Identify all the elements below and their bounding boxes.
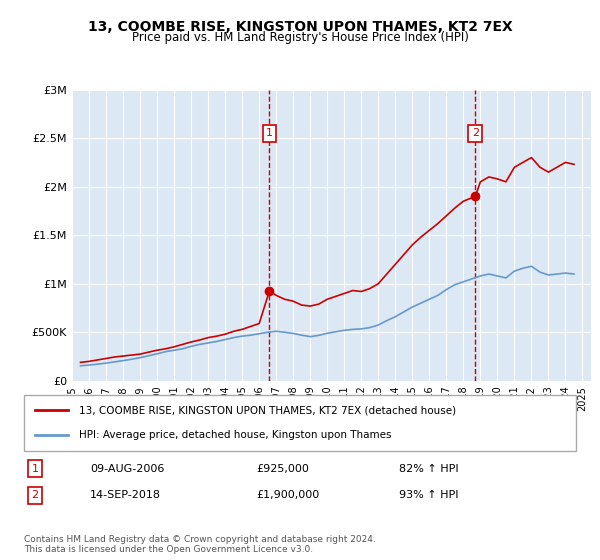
Text: 2: 2	[472, 128, 479, 138]
Text: 13, COOMBE RISE, KINGSTON UPON THAMES, KT2 7EX (detached house): 13, COOMBE RISE, KINGSTON UPON THAMES, K…	[79, 405, 457, 416]
Text: 1: 1	[32, 464, 38, 474]
Text: £1,900,000: £1,900,000	[256, 490, 319, 500]
Text: 2: 2	[31, 490, 38, 500]
Text: 1: 1	[266, 128, 273, 138]
Text: Contains HM Land Registry data © Crown copyright and database right 2024.
This d: Contains HM Land Registry data © Crown c…	[24, 535, 376, 554]
Text: HPI: Average price, detached house, Kingston upon Thames: HPI: Average price, detached house, King…	[79, 430, 392, 440]
Text: 14-SEP-2018: 14-SEP-2018	[90, 490, 161, 500]
Text: Price paid vs. HM Land Registry's House Price Index (HPI): Price paid vs. HM Land Registry's House …	[131, 31, 469, 44]
Text: £925,000: £925,000	[256, 464, 309, 474]
Text: 13, COOMBE RISE, KINGSTON UPON THAMES, KT2 7EX: 13, COOMBE RISE, KINGSTON UPON THAMES, K…	[88, 20, 512, 34]
Text: 93% ↑ HPI: 93% ↑ HPI	[400, 490, 459, 500]
Text: 09-AUG-2006: 09-AUG-2006	[90, 464, 164, 474]
Text: 82% ↑ HPI: 82% ↑ HPI	[400, 464, 459, 474]
FancyBboxPatch shape	[24, 395, 576, 451]
